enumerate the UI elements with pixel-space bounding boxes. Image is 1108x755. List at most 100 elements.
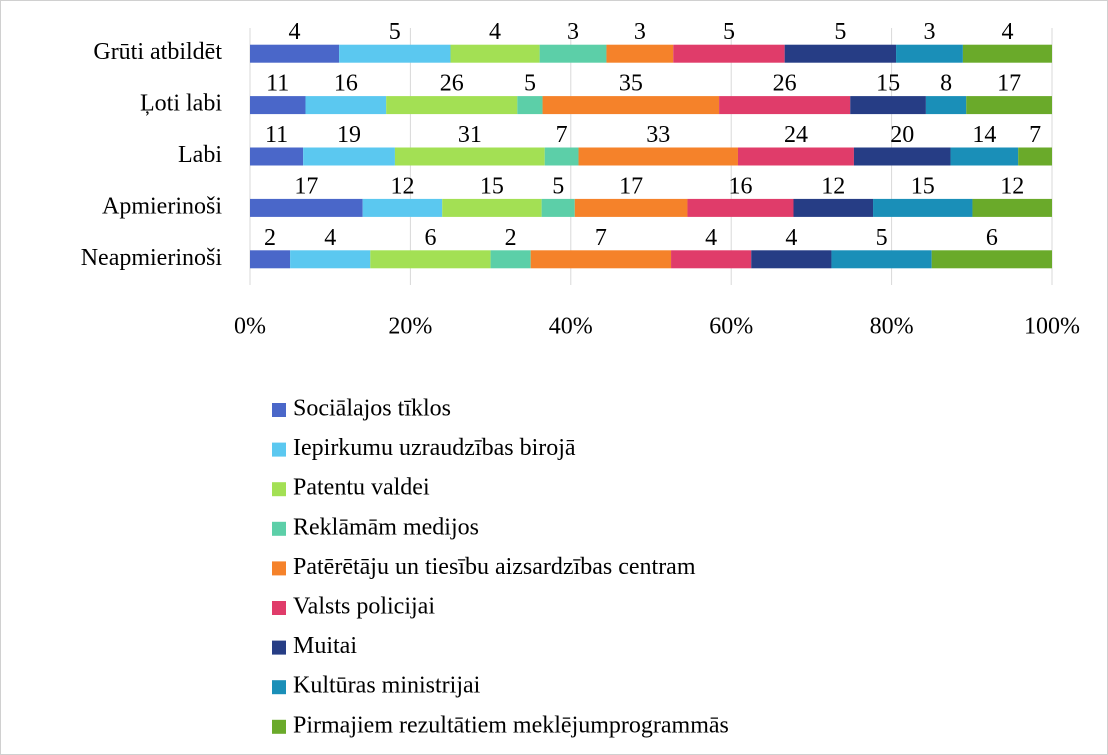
bar-segment [896, 44, 963, 63]
data-label: 5 [876, 225, 888, 251]
data-label: 12 [821, 173, 845, 199]
legend-label: Pirmajiem rezultātiem meklējumprogrammās [293, 712, 729, 738]
bar-segment [362, 198, 443, 217]
y-tick-label: Grūti atbildēt [93, 39, 222, 65]
y-tick-label: Ļoti labi [140, 91, 222, 117]
data-label: 11 [265, 122, 288, 148]
data-label: 4 [1001, 19, 1013, 45]
bar-segment [687, 198, 794, 217]
y-tick-label: Apmierinoši [102, 193, 222, 219]
bar-segment [450, 44, 540, 63]
bar-segment [517, 96, 543, 115]
bar-segment [578, 147, 738, 166]
data-label: 5 [834, 19, 846, 45]
bar-segment [1018, 147, 1052, 166]
bar-segment [290, 250, 371, 269]
bar-segment [853, 147, 951, 166]
data-label: 17 [619, 173, 643, 199]
bar-segment [539, 44, 607, 63]
data-label: 26 [773, 71, 797, 97]
data-label: 5 [552, 173, 564, 199]
data-label: 20 [890, 122, 914, 148]
bar-segment [250, 147, 304, 166]
bar-segment [673, 44, 785, 63]
data-label: 19 [337, 122, 361, 148]
data-label: 7 [595, 225, 607, 251]
data-label: 16 [728, 173, 752, 199]
bar-segment [339, 44, 451, 63]
data-label: 5 [389, 19, 401, 45]
bar-segment [305, 96, 387, 115]
data-label: 7 [1029, 122, 1041, 148]
data-label: 15 [480, 173, 504, 199]
bar-segment [873, 198, 973, 217]
legend-label: Patērētāju un tiesību aizsardzības centr… [293, 554, 696, 580]
bar-segment [442, 198, 542, 217]
bar-segment [950, 147, 1019, 166]
bar-segment [751, 250, 832, 269]
bar-segment [850, 96, 926, 115]
bar-segment [386, 96, 518, 115]
data-label: 4 [705, 225, 717, 251]
bar-segment [530, 250, 672, 269]
bar-segment [250, 96, 306, 115]
data-label: 15 [911, 173, 935, 199]
legend-swatch [272, 601, 286, 615]
bar-segment [719, 96, 851, 115]
legend-label: Kultūras ministrijai [293, 673, 481, 699]
bar-segment [784, 44, 897, 63]
bar-segment [574, 198, 688, 217]
x-tick-label: 100% [1024, 314, 1080, 340]
x-tick-label: 80% [870, 314, 914, 340]
legend-label: Sociālajos tīklos [293, 396, 451, 422]
y-tick-label: Labi [178, 142, 222, 168]
bar-segment [962, 44, 1052, 63]
bar-segment [303, 147, 395, 166]
data-label: 12 [1000, 173, 1024, 199]
data-label: 4 [289, 19, 301, 45]
legend-swatch [272, 482, 286, 497]
bar-segment [542, 96, 720, 115]
data-label: 16 [334, 71, 358, 97]
legend-swatch [272, 521, 286, 536]
legend-swatch [272, 403, 286, 417]
bar-segment [250, 198, 363, 217]
legend-label: Muitai [293, 633, 357, 659]
data-label: 24 [784, 122, 808, 148]
x-tick-label: 20% [388, 314, 432, 340]
data-label: 35 [619, 71, 643, 97]
bar-segment [250, 44, 340, 63]
data-label: 4 [489, 19, 501, 45]
data-label: 8 [940, 71, 952, 97]
legend-label: Iepirkumu uzraudzības birojā [293, 435, 576, 461]
data-label: 33 [646, 122, 670, 148]
bar-segment [966, 96, 1052, 115]
data-label: 3 [923, 19, 935, 45]
legend-swatch [272, 561, 286, 576]
data-label: 5 [723, 19, 735, 45]
bar-segment [737, 147, 854, 166]
bar-segment [490, 250, 531, 269]
data-label: 5 [524, 71, 536, 97]
bar-segment [931, 250, 1052, 269]
bar-segment [250, 250, 291, 269]
data-label: 7 [556, 122, 568, 148]
x-tick-label: 0% [234, 314, 266, 340]
bar-segment [925, 96, 967, 115]
bar-segment [831, 250, 932, 269]
data-label: 12 [390, 173, 414, 199]
data-label: 6 [986, 225, 998, 251]
legend-label: Reklāmām medijos [293, 514, 479, 540]
x-tick-label: 40% [549, 314, 593, 340]
y-tick-label: Neapmierinoši [81, 245, 223, 271]
x-tick-label: 60% [709, 314, 753, 340]
bar-segment [394, 147, 545, 166]
data-label: 2 [264, 225, 276, 251]
data-label: 6 [424, 225, 436, 251]
data-label: 3 [634, 19, 646, 45]
data-label: 14 [972, 122, 996, 148]
data-label: 17 [294, 173, 318, 199]
legend-swatch [272, 680, 286, 695]
data-label: 4 [324, 225, 336, 251]
